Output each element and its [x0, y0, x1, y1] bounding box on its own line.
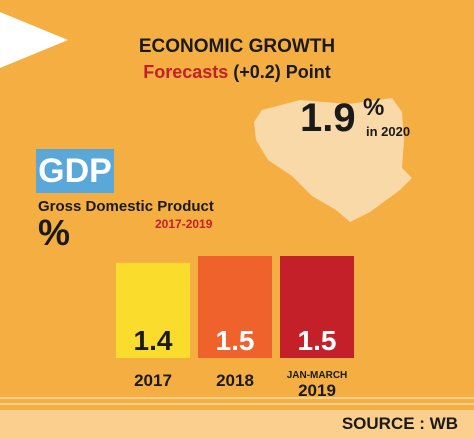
value-label-2019: 1.5 [298, 325, 337, 356]
subtitle-forecasts: Forecasts [143, 62, 229, 82]
bar-2018 [198, 256, 272, 358]
decorative-stripes [0, 397, 474, 405]
value-label-2017: 1.4 [134, 325, 173, 356]
source-bar [0, 410, 474, 439]
gdp-full-name: Gross Domestic Product [38, 198, 214, 215]
value-label-2018: 1.5 [216, 325, 255, 356]
gdp-period: 2017-2019 [155, 217, 213, 231]
source-label: SOURCE : WB [341, 414, 458, 433]
percent-symbol: % [38, 212, 71, 253]
play-arrow-icon [0, 12, 68, 68]
forecast-value: 1.9 [300, 96, 356, 140]
gdp-badge: GDP [36, 149, 114, 193]
category-label-2019: 2019 [298, 381, 336, 400]
subtitle-point: (+0.2) Point [228, 62, 331, 82]
page-title: ECONOMIC GROWTH [138, 36, 336, 57]
algeria-map-shape [254, 98, 412, 222]
forecast-unit: % [363, 94, 385, 121]
forecast-label: in 2020 [366, 124, 411, 139]
category-label-2018: 2018 [216, 371, 254, 390]
bar-2017 [116, 262, 190, 358]
category-label-2017: 2017 [134, 371, 172, 390]
category-sublabel-2019: JAN-MARCH [287, 370, 348, 381]
page-subtitle: Forecasts (+0.2) Point [0, 62, 474, 83]
bar-2019 [280, 256, 354, 358]
